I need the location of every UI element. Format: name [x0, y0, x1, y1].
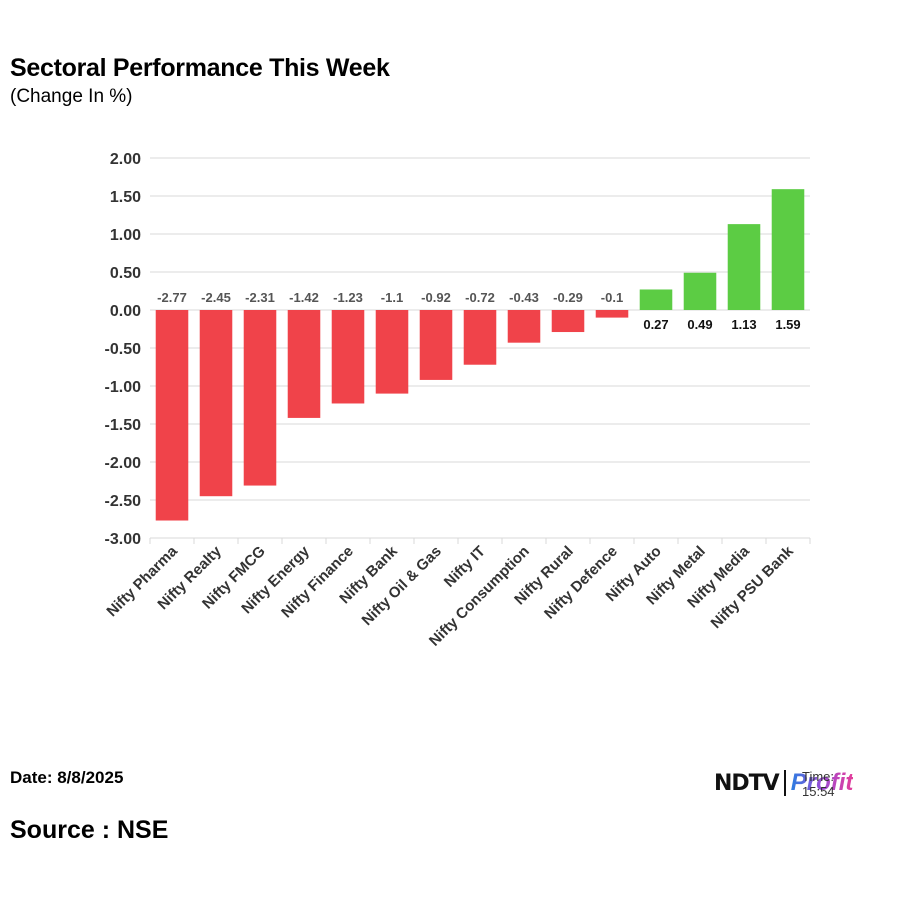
y-tick-label: -1.50	[105, 417, 142, 434]
bar	[243, 310, 277, 486]
chart-title: Sectoral Performance This Week	[10, 54, 390, 82]
logo-time: Time: 15:54	[802, 769, 835, 799]
data-label: -2.77	[157, 290, 187, 305]
data-label: -1.23	[333, 290, 363, 305]
bar	[771, 189, 805, 310]
chart-subtitle: (Change In %)	[10, 86, 133, 107]
bar	[507, 310, 541, 343]
data-label: -1.42	[289, 290, 319, 305]
bar	[199, 310, 233, 497]
y-tick-label: -3.00	[105, 531, 142, 548]
bar	[419, 310, 453, 380]
bar	[551, 310, 585, 333]
logo-brand: NDTV	[714, 770, 780, 796]
y-axis-ticks: 2.00 1.50 1.00 0.50 0.00 -0.50 -1.00 -1.50 -2.00…	[105, 151, 142, 548]
footer-source: Source : NSE	[10, 816, 169, 844]
data-labels: -2.77 -2.45 -2.31 -1.42 -1.23 -1.1 -0.92 -0.72-…	[157, 290, 800, 332]
y-tick-label: 1.00	[110, 227, 141, 244]
bars	[155, 189, 805, 521]
y-tick-label: -2.00	[105, 455, 142, 472]
data-label: 1.59	[775, 317, 800, 332]
data-label: -2.45	[201, 290, 231, 305]
data-label: -0.72	[465, 290, 495, 305]
ndtv-profit-logo: NDTV Profit Time: 15:54	[714, 768, 854, 799]
y-tick-label: 2.00	[110, 151, 141, 168]
data-label: -2.31	[245, 290, 275, 305]
data-label: -0.1	[601, 290, 623, 305]
y-tick-label: -1.00	[105, 379, 142, 396]
y-tick-label: -0.50	[105, 341, 142, 358]
data-label: -1.1	[381, 290, 403, 305]
data-label: 1.13	[731, 317, 756, 332]
y-tick-label: 0.00	[110, 303, 141, 320]
y-tick-label: 0.50	[110, 265, 141, 282]
data-label: 0.49	[687, 317, 712, 332]
bar	[375, 310, 409, 394]
bar	[463, 310, 497, 365]
logo-separator	[783, 770, 786, 796]
y-tick-label: -2.50	[105, 493, 142, 510]
x-tick-label: Nifty PSU Bank	[708, 542, 798, 632]
x-tick-label: Nifty Oil & Gas	[359, 543, 445, 629]
data-label: -0.92	[421, 290, 451, 305]
bar	[683, 272, 717, 310]
data-label: -0.29	[553, 290, 583, 305]
bar	[595, 310, 629, 318]
y-tick-label: 1.50	[110, 189, 141, 206]
data-label: -0.43	[509, 290, 539, 305]
footer-date: Date: 8/8/2025	[10, 768, 124, 787]
data-label: 0.27	[643, 317, 668, 332]
bar	[727, 224, 761, 310]
bar	[639, 289, 673, 310]
bar	[155, 310, 189, 521]
bar	[287, 310, 321, 418]
bar	[331, 310, 365, 404]
logo-product: Profit	[790, 769, 854, 796]
